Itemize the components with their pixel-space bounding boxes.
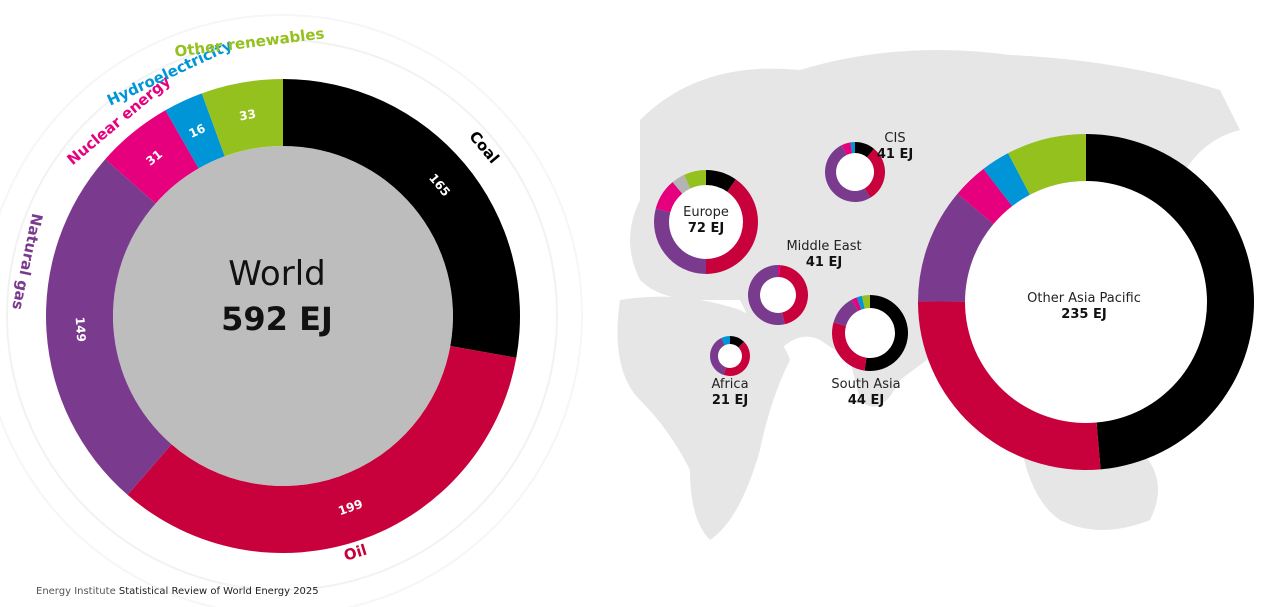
donut-hole <box>836 153 874 191</box>
other-asia-pacific-segment-oil <box>917 301 1101 470</box>
cis-title: CIS <box>884 131 905 146</box>
cis-segment-hydro <box>850 142 855 154</box>
world-value-label-renewables: 33 <box>238 107 257 124</box>
middle-east-segment-oil <box>779 265 809 325</box>
world-category-label-oil: Oil <box>342 541 369 565</box>
europe-segment-renewables <box>684 170 706 189</box>
world-category-label-coal: Coal <box>465 127 502 167</box>
background-decor <box>0 14 583 607</box>
other-asia-pacific-title: Other Asia Pacific <box>1027 291 1141 306</box>
donut-hole <box>718 344 742 368</box>
footer-title: Statistical Review of World Energy 2025 <box>118 586 319 597</box>
south-asia-title: South Asia <box>831 377 900 392</box>
europe-segment-oil <box>706 179 759 274</box>
other-asia-pacific-segment-coal <box>1086 134 1254 470</box>
cis-segment-nuclear <box>841 142 853 155</box>
south-asia-segment-renewables <box>861 295 870 309</box>
other-asia-pacific-segment-renewables <box>1008 134 1086 195</box>
source-footer: Energy Institute Statistical Review of W… <box>36 586 319 597</box>
africa-title: Africa <box>711 377 748 392</box>
world-value-label-hydro: 16 <box>187 121 208 141</box>
other-asia-pacific-total: 235 EJ <box>1061 307 1106 322</box>
world-segment-nuclear <box>105 110 199 204</box>
africa-total: 21 EJ <box>712 393 748 408</box>
world-segment-oil <box>127 346 517 553</box>
cis-segment-coal <box>855 142 875 158</box>
world-segment-coal <box>283 79 520 358</box>
donut-hole <box>760 277 796 313</box>
world-segment-renewables <box>201 79 283 157</box>
other-asia-pacific-segment-hydro <box>983 153 1030 207</box>
world-total: 592 EJ <box>221 300 333 338</box>
middle-east-segment-natural_gas <box>748 265 785 325</box>
globe-image <box>113 146 453 486</box>
south-asia-total: 44 EJ <box>848 393 884 408</box>
europe-segment-coal <box>706 169 736 192</box>
middle-east-title: Middle East <box>786 239 861 254</box>
world-segment-natural_gas <box>45 159 172 495</box>
africa-segment-hydro <box>721 336 730 346</box>
world-category-label-natural_gas: Natural gas <box>8 212 46 312</box>
south-asia-segment-coal <box>864 295 908 371</box>
south-asia-segment-nuclear <box>851 297 862 312</box>
world-value-label-natural_gas: 149 <box>73 316 89 342</box>
footer-publisher: Energy Institute <box>36 586 116 597</box>
africa-segment-natural_gas <box>709 337 727 375</box>
south-asia-segment-natural_gas <box>833 299 859 326</box>
south-asia-segment-oil <box>832 322 867 371</box>
europe-segment-nuclear <box>655 182 683 213</box>
cis-total: 41 EJ <box>877 147 913 162</box>
donut-hole <box>965 181 1207 423</box>
middle-east-segment-nuclear <box>778 265 781 278</box>
world-segment-hydro <box>165 93 225 169</box>
cis-segment-oil <box>864 148 885 198</box>
world-category-label-renewables: Other renewables <box>173 24 325 60</box>
world-title: World <box>228 254 325 294</box>
other-asia-pacific-segment-nuclear <box>957 168 1013 225</box>
cis-segment-natural_gas <box>825 145 871 202</box>
south-asia-segment-hydro <box>856 295 865 310</box>
europe-total: 72 EJ <box>688 221 724 236</box>
africa-segment-coal <box>730 336 745 348</box>
europe-title: Europe <box>683 205 729 220</box>
europe-segment-other <box>672 174 691 194</box>
africa-segment-oil <box>723 341 750 376</box>
donut-hole <box>669 185 743 259</box>
middle-east-total: 41 EJ <box>806 255 842 270</box>
europe-segment-natural_gas <box>653 208 706 274</box>
donut-hole <box>845 308 895 358</box>
other-asia-pacific-segment-natural_gas <box>918 193 994 302</box>
